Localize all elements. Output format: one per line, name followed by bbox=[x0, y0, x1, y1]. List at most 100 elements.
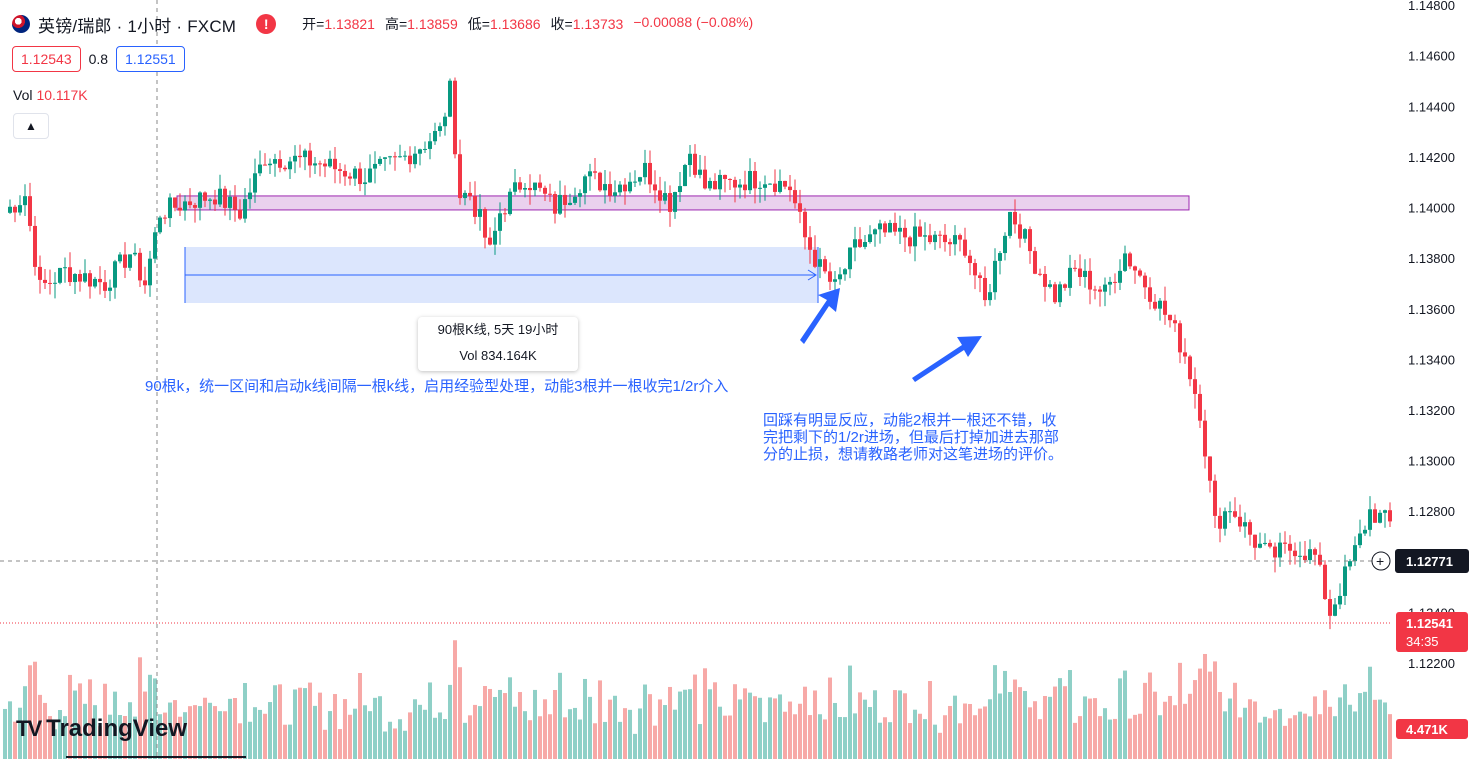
price-tick-label: 1.14200 bbox=[1408, 150, 1455, 165]
chart-header: 英镑/瑞郎 · 1小时 · FXCM ! 开=1.13821 高=1.13859… bbox=[12, 10, 753, 38]
low-label: 低= bbox=[467, 16, 490, 32]
volume-bar bbox=[663, 705, 667, 759]
candle-body bbox=[498, 213, 502, 231]
volume-bar bbox=[138, 657, 142, 759]
candle-body bbox=[553, 194, 557, 214]
candle-body bbox=[593, 171, 597, 173]
change-value: −0.00088 (−0.08%) bbox=[633, 14, 754, 30]
candle-body bbox=[713, 181, 717, 190]
low-value: 1.13686 bbox=[489, 16, 541, 32]
candle-body bbox=[608, 184, 612, 196]
candle-body bbox=[1283, 542, 1287, 544]
high-value: 1.13859 bbox=[407, 16, 458, 32]
volume-bar bbox=[958, 723, 962, 759]
annotation-note-1[interactable]: 90根k，统一区间和启动k线间隔一根k线，启用经验型处理，动能3根并一根收完1/… bbox=[145, 378, 729, 395]
volume-bar bbox=[973, 715, 977, 759]
volume-bar bbox=[578, 719, 582, 759]
volume-bar bbox=[388, 721, 392, 759]
volume-bar bbox=[703, 668, 707, 759]
candle-body bbox=[1383, 510, 1387, 513]
arrow-head-icon bbox=[807, 269, 817, 281]
open-value: 1.13821 bbox=[324, 16, 375, 32]
volume-bar bbox=[738, 699, 742, 759]
volume-bar bbox=[1308, 716, 1312, 759]
candle-body bbox=[1203, 420, 1207, 457]
volume-bar bbox=[423, 709, 427, 759]
price-tick-label: 1.12800 bbox=[1408, 504, 1455, 519]
candle-body bbox=[833, 279, 837, 282]
candle-body bbox=[723, 174, 727, 179]
candle-body bbox=[863, 242, 867, 247]
candle-body bbox=[243, 199, 247, 219]
volume-bar bbox=[573, 707, 577, 759]
volume-bar bbox=[628, 709, 632, 759]
volume-bar bbox=[1383, 702, 1387, 759]
candle-body bbox=[1298, 555, 1302, 557]
candle-body bbox=[333, 158, 337, 170]
volume-bar bbox=[243, 683, 247, 759]
candle-body bbox=[1338, 595, 1342, 605]
candle-body bbox=[663, 193, 667, 201]
volume-bar bbox=[83, 703, 87, 759]
volume-bar bbox=[883, 717, 887, 759]
candle-body bbox=[653, 184, 657, 191]
annotation-note-2[interactable]: 回踩有明显反应，动能2根并一根还不错，收完把剩下的1/2r进场，但最后打掉加进去… bbox=[763, 412, 1064, 463]
volume-bar bbox=[1153, 691, 1157, 759]
volume-bar bbox=[658, 699, 662, 759]
tradingview-logo[interactable]: TV TradingView bbox=[16, 715, 187, 743]
volume-bar bbox=[393, 728, 397, 759]
warning-icon[interactable]: ! bbox=[256, 14, 277, 34]
volume-bar bbox=[793, 714, 797, 759]
candle-body bbox=[78, 274, 82, 282]
candle-body bbox=[173, 197, 177, 208]
candle-body bbox=[1043, 273, 1047, 287]
volume-bar bbox=[218, 711, 222, 759]
volume-bar bbox=[508, 677, 512, 759]
candle-body bbox=[563, 194, 567, 205]
candle-body bbox=[978, 275, 982, 278]
candle-body bbox=[688, 153, 692, 166]
volume-bar bbox=[43, 702, 47, 759]
volume-bar bbox=[223, 711, 227, 759]
candle-body bbox=[63, 267, 67, 269]
candle-body bbox=[23, 196, 27, 206]
volume-bar bbox=[1158, 715, 1162, 759]
volume-bar bbox=[708, 689, 712, 759]
candle-body bbox=[748, 171, 752, 191]
buy-price-button[interactable]: 1.12551 bbox=[116, 46, 185, 72]
volume-bar bbox=[623, 708, 627, 759]
candle-body bbox=[83, 273, 87, 282]
candle-body bbox=[958, 235, 962, 240]
candle-body bbox=[403, 155, 407, 157]
volume-bar bbox=[8, 701, 12, 759]
candle-body bbox=[368, 168, 372, 183]
collapse-legend-button[interactable]: ▲ bbox=[13, 113, 49, 139]
candle-body bbox=[1028, 229, 1032, 252]
volume-bar bbox=[78, 683, 82, 759]
volume-bar bbox=[848, 665, 852, 759]
volume-bar bbox=[398, 719, 402, 759]
open-label: 开= bbox=[302, 16, 325, 32]
candle-body bbox=[808, 237, 812, 250]
volume-bar bbox=[293, 689, 297, 759]
candle-body bbox=[228, 196, 232, 208]
candle-body bbox=[1058, 284, 1062, 303]
candle-body bbox=[618, 184, 622, 193]
candle-body bbox=[138, 252, 142, 281]
symbol-title[interactable]: 英镑/瑞郎 · 1小时 · FXCM bbox=[38, 16, 237, 36]
candle-body bbox=[1278, 542, 1282, 558]
volume-bar bbox=[313, 705, 317, 759]
resistance-zone bbox=[176, 195, 1190, 211]
candle-body bbox=[623, 184, 627, 192]
price-tick-label: 1.14400 bbox=[1408, 99, 1455, 114]
candle-body bbox=[1008, 211, 1012, 236]
candle-body bbox=[1233, 511, 1237, 517]
sell-price-button[interactable]: 1.12543 bbox=[12, 46, 81, 72]
candle-body bbox=[233, 196, 237, 210]
candle-body bbox=[803, 211, 807, 238]
volume-bar bbox=[368, 711, 372, 759]
candle-body bbox=[1128, 253, 1132, 267]
volume-bar bbox=[1078, 716, 1082, 759]
candle-body bbox=[238, 209, 242, 219]
